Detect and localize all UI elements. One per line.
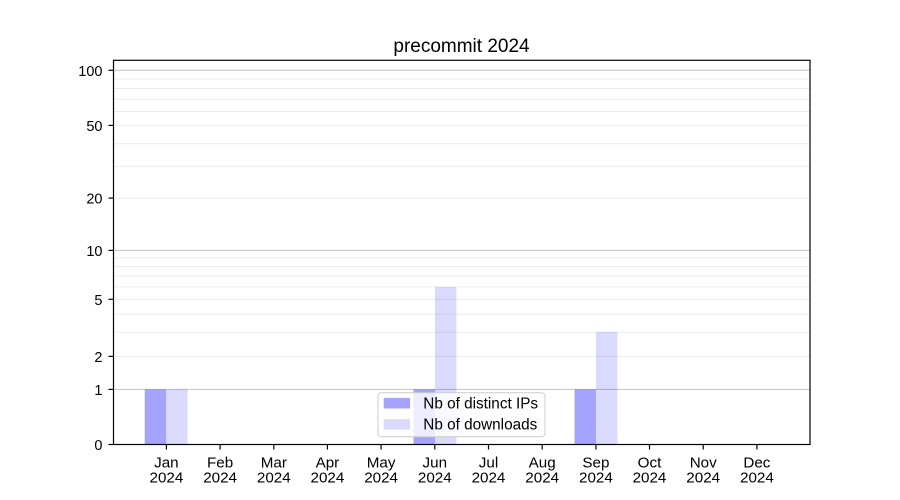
svg-text:2024: 2024 (150, 469, 184, 486)
svg-text:Feb: Feb (207, 455, 233, 472)
svg-text:Mar: Mar (261, 455, 287, 472)
svg-text:2024: 2024 (472, 469, 506, 486)
svg-text:2024: 2024 (311, 469, 345, 486)
svg-text:Nb of downloads: Nb of downloads (423, 417, 537, 434)
svg-text:50: 50 (86, 119, 102, 135)
svg-text:Jun: Jun (423, 455, 448, 472)
svg-text:Jul: Jul (479, 455, 498, 472)
svg-text:10: 10 (86, 244, 102, 260)
svg-text:5: 5 (94, 293, 102, 309)
svg-text:2024: 2024 (740, 469, 774, 486)
svg-text:Aug: Aug (529, 455, 556, 472)
svg-text:precommit 2024: precommit 2024 (393, 36, 530, 57)
svg-text:2024: 2024 (203, 469, 237, 486)
svg-text:2024: 2024 (418, 469, 452, 486)
svg-text:Jan: Jan (154, 455, 179, 472)
svg-text:2024: 2024 (633, 469, 667, 486)
svg-text:2024: 2024 (525, 469, 559, 486)
svg-text:Nov: Nov (690, 455, 717, 472)
svg-text:100: 100 (78, 64, 102, 80)
svg-text:May: May (367, 455, 396, 472)
svg-text:2024: 2024 (257, 469, 291, 486)
svg-text:Oct: Oct (638, 455, 662, 472)
svg-text:1: 1 (94, 383, 102, 399)
svg-text:0: 0 (94, 438, 102, 454)
svg-text:Sep: Sep (582, 455, 609, 472)
svg-text:2024: 2024 (364, 469, 398, 486)
svg-text:2024: 2024 (686, 469, 720, 486)
svg-text:Apr: Apr (316, 455, 340, 472)
svg-text:2: 2 (94, 350, 102, 366)
svg-text:Dec: Dec (743, 455, 770, 472)
svg-text:20: 20 (86, 192, 102, 208)
svg-text:2024: 2024 (579, 469, 613, 486)
svg-text:Nb of distinct IPs: Nb of distinct IPs (423, 395, 538, 412)
